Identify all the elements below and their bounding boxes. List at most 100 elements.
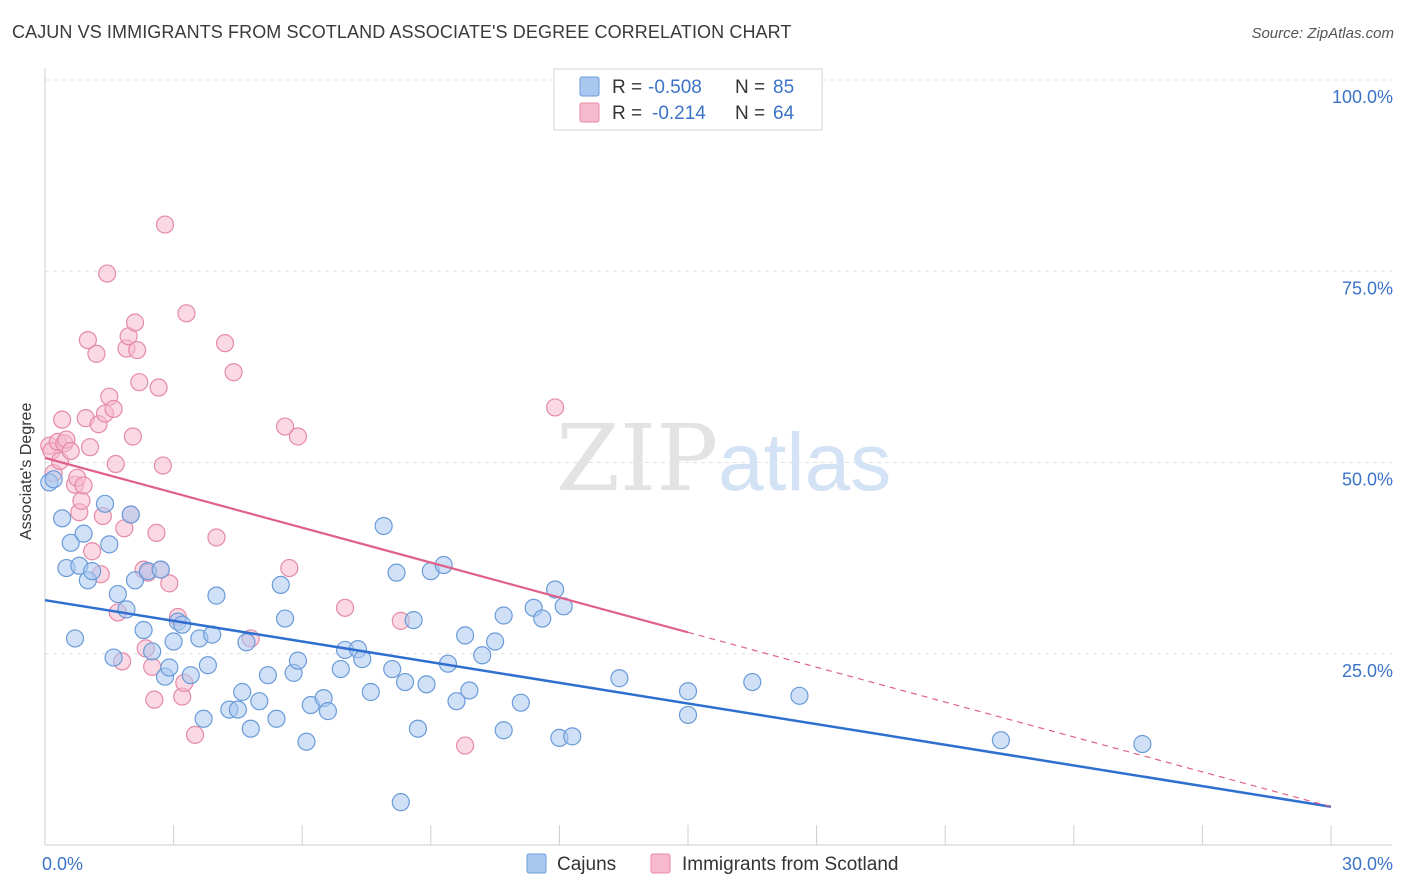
cajuns-point — [108, 584, 127, 604]
grid-lines — [45, 79, 1392, 655]
cajuns-point — [241, 719, 260, 738]
cajuns-point — [417, 675, 436, 694]
stats-legend: R = -0.508 N = 85 R = -0.214 N = 64 — [553, 68, 823, 131]
cajuns-point — [331, 659, 350, 679]
stats-n-value-cajuns: 85 — [773, 77, 794, 98]
cajuns-point — [198, 656, 217, 675]
cajuns-point — [65, 629, 85, 648]
cajuns-point — [61, 533, 80, 552]
stats-r-label-cajuns: R = — [612, 77, 642, 98]
scotland-point — [207, 528, 226, 547]
cajuns-point — [237, 633, 256, 652]
source-label: Source: ZipAtlas.com — [1251, 25, 1394, 42]
cajuns-point — [164, 632, 183, 651]
cajuns-point — [743, 672, 762, 692]
cajuns-point — [318, 702, 338, 721]
x-tick-label: 30.0% — [1342, 854, 1393, 874]
scotland-point — [98, 264, 117, 283]
cajuns-points — [40, 470, 1152, 812]
cajuns-point — [1133, 734, 1152, 754]
legend-label-scotland: Immigrants from Scotland — [682, 854, 898, 875]
cajuns-point — [228, 700, 247, 719]
cajuns-point — [83, 562, 102, 581]
cajuns-point — [258, 666, 278, 685]
scotland-point — [215, 334, 235, 353]
scotland-point — [335, 598, 355, 617]
y-tick-label: 75.0% — [1342, 278, 1393, 298]
scotland-point — [104, 399, 123, 419]
cajuns-point — [374, 516, 393, 536]
legend-swatch-scotland — [650, 853, 671, 874]
scotland-point — [160, 574, 179, 593]
y-tick-label: 100.0% — [1332, 87, 1393, 107]
cajuns-point — [288, 651, 308, 670]
y-axis-label: Associate's Degree — [18, 402, 35, 540]
cajuns-point — [563, 727, 582, 746]
cajuns-point — [74, 524, 93, 543]
scotland-point — [128, 340, 147, 360]
cajuns-point — [511, 693, 530, 712]
cajuns-point — [447, 692, 466, 711]
cajuns-point — [250, 692, 269, 711]
cajuns-point — [53, 509, 72, 528]
cajuns-point — [151, 560, 170, 579]
scotland-point — [125, 313, 145, 332]
cajuns-point — [297, 732, 316, 751]
y-tick-labels: 25.0% 50.0% 75.0% 100.0% — [1332, 87, 1393, 681]
scotland-point — [61, 441, 80, 461]
trend-line-cajuns — [44, 598, 1332, 808]
cajuns-point — [391, 793, 410, 812]
scotland-point — [288, 427, 308, 446]
cajuns-point — [678, 682, 698, 701]
cajuns-point — [460, 681, 479, 700]
cajuns-point — [143, 642, 162, 661]
cajuns-point — [473, 646, 492, 665]
cajuns-point — [181, 666, 200, 685]
legend-label-cajuns: Cajuns — [557, 854, 616, 875]
legend-swatch-cajuns — [526, 853, 547, 874]
cajuns-point — [207, 586, 226, 605]
cajuns-point — [486, 632, 505, 651]
scotland-point — [147, 523, 166, 542]
cajuns-point — [121, 505, 140, 524]
cajuns-point — [991, 731, 1011, 750]
cajuns-point — [790, 686, 809, 705]
scotland-point — [78, 331, 97, 350]
cajuns-point — [233, 682, 252, 702]
scotland-point — [149, 378, 168, 397]
trend-lines — [44, 456, 1332, 808]
chart-title: CAJUN VS IMMIGRANTS FROM SCOTLAND ASSOCI… — [12, 22, 792, 42]
y-tick-label: 25.0% — [1342, 661, 1393, 681]
scotland-point — [224, 363, 243, 382]
stats-n-label-cajuns: N = — [735, 77, 765, 98]
cajuns-point — [678, 705, 698, 725]
scotland-point — [123, 427, 142, 446]
scotland-point — [185, 725, 205, 744]
cajuns-point — [361, 682, 380, 702]
cajuns-point — [546, 580, 565, 599]
trend-line-scotland-extension — [687, 631, 1332, 808]
scotland-point — [83, 542, 102, 561]
cajuns-point — [494, 606, 513, 625]
watermark-zip: ZIP — [556, 405, 718, 512]
scotland-point — [130, 373, 149, 392]
stats-swatch-cajuns — [579, 76, 600, 97]
scotland-point — [87, 344, 106, 363]
scotland-point — [546, 398, 565, 417]
scotland-point — [275, 417, 295, 436]
scotland-point — [177, 304, 196, 323]
scotland-point — [80, 438, 100, 457]
cajuns-point — [100, 535, 119, 554]
cajuns-point — [104, 648, 123, 667]
series-legend: Cajuns Immigrants from Scotland — [526, 853, 898, 875]
scotland-point — [72, 491, 91, 510]
watermark-atlas: atlas — [718, 417, 891, 508]
scotland-point — [153, 456, 172, 475]
cajuns-point — [271, 575, 290, 595]
stats-swatch-scotland — [579, 102, 600, 123]
stats-r-label-scotland: R = — [612, 103, 642, 124]
cajuns-point — [44, 470, 63, 489]
scotland-point — [106, 454, 125, 474]
scotland-point — [74, 476, 93, 495]
